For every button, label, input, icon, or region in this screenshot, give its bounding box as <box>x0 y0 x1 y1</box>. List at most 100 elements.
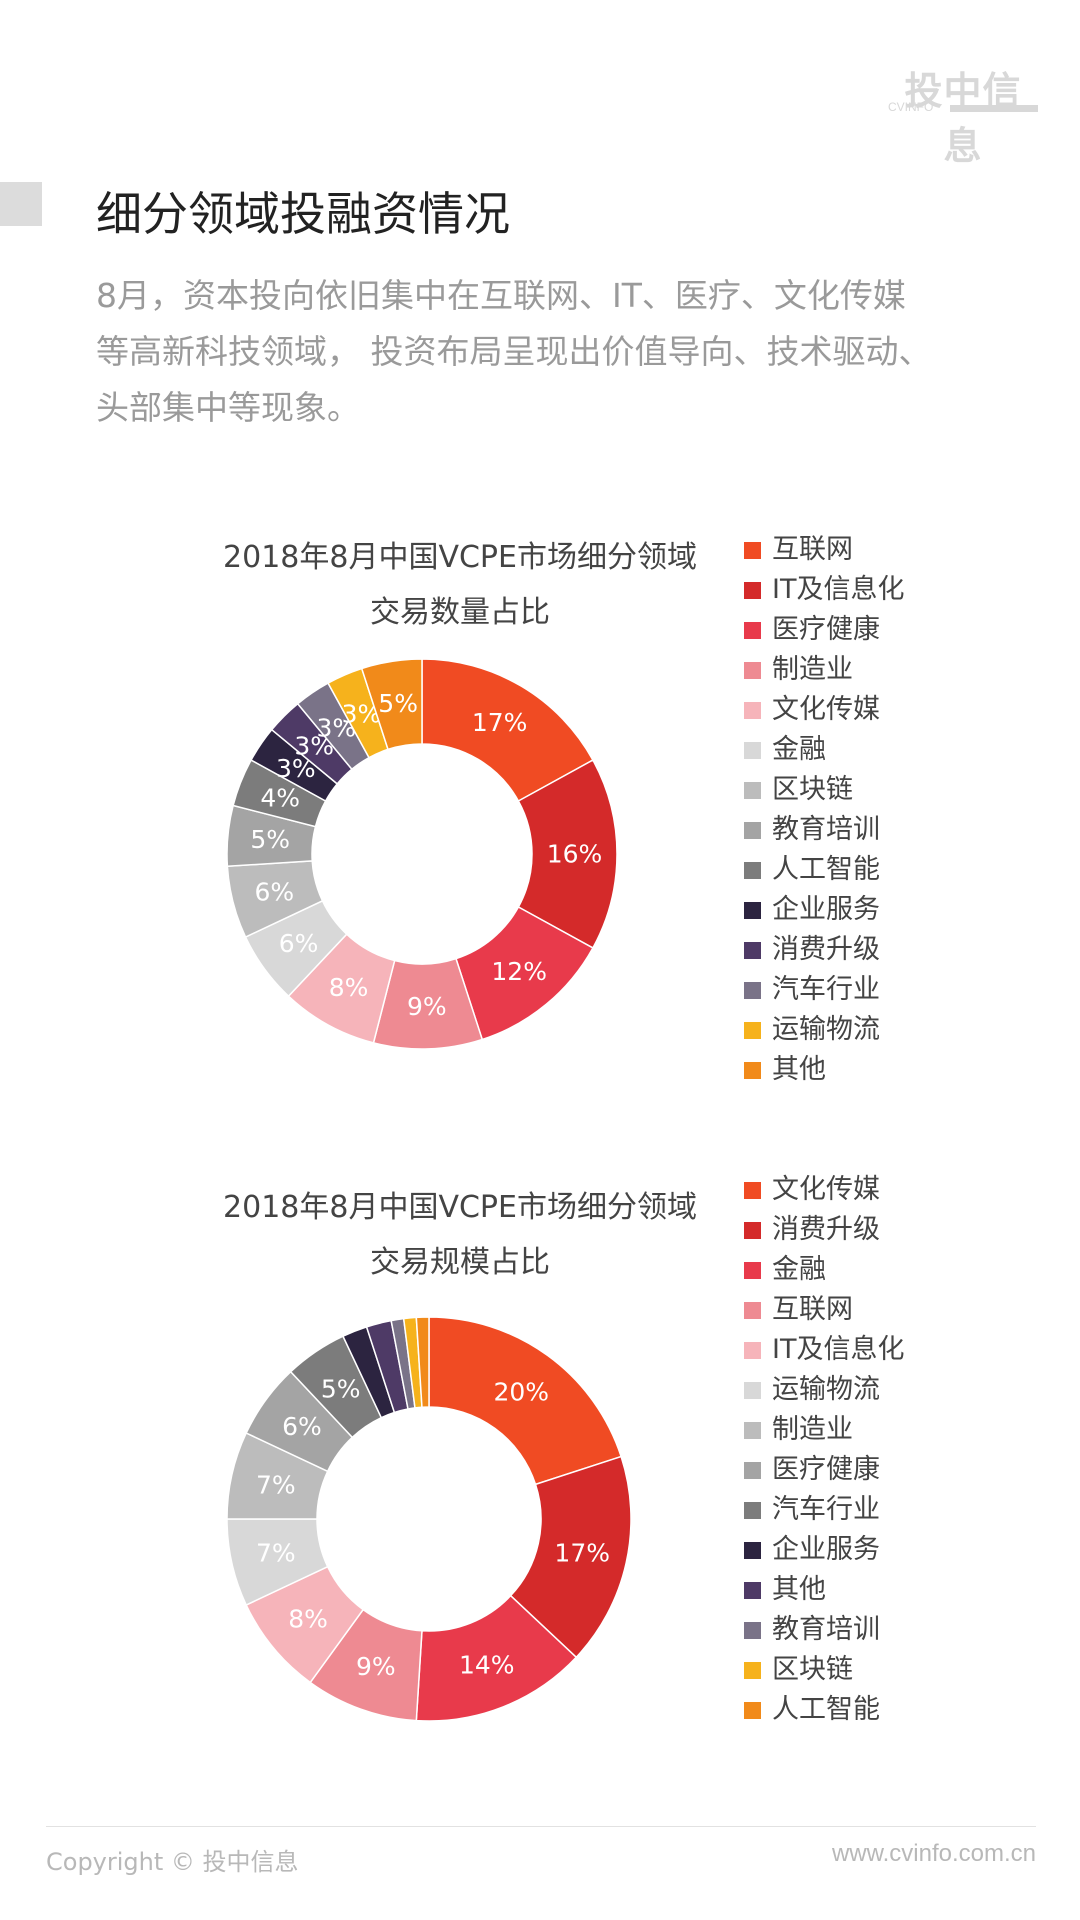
legend-label: 消费升级 <box>772 1214 880 1245</box>
slice-label: 6% <box>279 929 319 958</box>
slice-label: 4% <box>260 783 300 812</box>
legend-item: 医疗健康 <box>744 610 904 650</box>
slice-label: 5% <box>321 1375 361 1404</box>
slice-label: 7% <box>256 1539 296 1568</box>
legend-swatch <box>744 1582 761 1599</box>
intro-line: 8月，资本投向依旧集中在互联网、IT、医疗、文化传媒 <box>96 276 906 315</box>
legend-item: IT及信息化 <box>744 1330 904 1370</box>
slice-label: 9% <box>356 1652 396 1681</box>
legend-swatch <box>744 702 761 719</box>
chart-title: 2018年8月中国VCPE市场细分领域 交易数量占比 <box>180 530 740 640</box>
slice-label: 12% <box>491 957 547 986</box>
legend-label: 文化传媒 <box>772 1174 880 1205</box>
legend-swatch <box>744 1062 761 1079</box>
chart-title-line: 交易规模占比 <box>370 1245 550 1280</box>
slice-label: 17% <box>472 708 528 737</box>
heading-marker <box>0 182 42 226</box>
slice-label: 5% <box>378 689 418 718</box>
legend-swatch <box>744 1262 761 1279</box>
intro-paragraph: 8月，资本投向依旧集中在互联网、IT、医疗、文化传媒 等高新科技领域， 投资布局… <box>96 268 1016 436</box>
legend-item: 企业服务 <box>744 890 904 930</box>
site-link[interactable]: www.cvinfo.com.cn <box>831 1840 1036 1867</box>
legend-label: 汽车行业 <box>772 974 880 1005</box>
legend-item: 运输物流 <box>744 1370 904 1410</box>
legend-swatch <box>744 622 761 639</box>
legend-label: 企业服务 <box>772 1534 880 1565</box>
legend-item: 文化传媒 <box>744 1170 904 1210</box>
legend-label: 教育培训 <box>772 1614 880 1645</box>
legend-label: 医疗健康 <box>772 1454 880 1485</box>
intro-line: 等高新科技领域， 投资布局呈现出价值导向、技术驱动、 <box>96 332 932 371</box>
legend-label: 金融 <box>772 734 826 765</box>
chart-title-line: 2018年8月中国VCPE市场细分领域 <box>223 1190 697 1225</box>
legend-swatch <box>744 1022 761 1039</box>
page-title: 细分领域投融资情况 <box>96 187 510 241</box>
legend-item: 互联网 <box>744 530 904 570</box>
chart-title: 2018年8月中国VCPE市场细分领域 交易规模占比 <box>180 1180 740 1290</box>
legend-item: 互联网 <box>744 1290 904 1330</box>
legend-label: 教育培训 <box>772 814 880 845</box>
slice-label: 6% <box>254 877 294 906</box>
legend-label: 人工智能 <box>772 854 880 885</box>
legend-swatch <box>744 1462 761 1479</box>
legend-item: 制造业 <box>744 650 904 690</box>
slice-label: 5% <box>250 825 290 854</box>
brand-logo: 投中信息 CVINFO <box>888 60 1038 168</box>
legend-swatch <box>744 542 761 559</box>
slice-label: 20% <box>493 1377 549 1406</box>
legend-label: 医疗健康 <box>772 614 880 645</box>
donut-chart: 20% 17% 14% 9% 8% 7% 7% 6% 5% <box>226 1316 632 1722</box>
legend-item: 汽车行业 <box>744 1490 904 1530</box>
legend-item: 教育培训 <box>744 1610 904 1650</box>
legend-item: 运输物流 <box>744 1010 904 1050</box>
legend-swatch <box>744 1382 761 1399</box>
legend-swatch <box>744 662 761 679</box>
legend-swatch <box>744 1622 761 1639</box>
legend-label: 金融 <box>772 1254 826 1285</box>
donut-slice <box>509 1455 632 1659</box>
slice-label: 6% <box>282 1412 322 1441</box>
legend-swatch <box>744 782 761 799</box>
donut-slice <box>360 658 423 751</box>
logo-bar <box>950 105 1038 112</box>
logo-text: 投中信息 <box>904 69 1022 168</box>
legend-label: 制造业 <box>772 654 853 685</box>
legend-swatch <box>744 1542 761 1559</box>
legend-swatch <box>744 1182 761 1199</box>
donut-slice <box>415 1316 430 1409</box>
legend-label: 运输物流 <box>772 1374 880 1405</box>
legend-item: 金融 <box>744 730 904 770</box>
slice-label: 17% <box>554 1539 610 1568</box>
legend-swatch <box>744 1502 761 1519</box>
legend-item: 汽车行业 <box>744 970 904 1010</box>
legend-item: 其他 <box>744 1570 904 1610</box>
legend-item: 教育培训 <box>744 810 904 850</box>
legend-swatch <box>744 1702 761 1719</box>
legend-item: 消费升级 <box>744 1210 904 1250</box>
chart-deal-count: 2018年8月中国VCPE市场细分领域 交易数量占比 17% 16% 12% 9% 8%… <box>0 530 1080 1090</box>
legend-label: IT及信息化 <box>772 574 905 605</box>
legend-item: 文化传媒 <box>744 690 904 730</box>
slice-label: 8% <box>288 1605 328 1634</box>
legend-label: 互联网 <box>772 1294 853 1325</box>
legend-label: 区块链 <box>772 774 853 805</box>
slice-label: 16% <box>547 840 603 869</box>
legend-label: 互联网 <box>772 534 853 565</box>
legend-swatch <box>744 902 761 919</box>
slice-label: 7% <box>256 1470 296 1499</box>
legend-label: 制造业 <box>772 1414 853 1445</box>
legend-label: 人工智能 <box>772 1694 880 1725</box>
logo-subtext: CVINFO <box>888 100 934 114</box>
legend-item: 制造业 <box>744 1410 904 1450</box>
legend-swatch <box>744 942 761 959</box>
chart-title-line: 2018年8月中国VCPE市场细分领域 <box>223 540 697 575</box>
legend-label: 其他 <box>772 1054 826 1085</box>
legend-label: 其他 <box>772 1574 826 1605</box>
slice-label: 9% <box>407 992 447 1021</box>
chart-legend: 互联网 IT及信息化 医疗健康 制造业 文化传媒 金融 区块链 教育培训 人工智能 企业服务 消费升… <box>744 530 904 1090</box>
legend-swatch <box>744 1302 761 1319</box>
legend-label: IT及信息化 <box>772 1334 905 1365</box>
copyright-text: Copyright © 投中信息 <box>46 1848 299 1876</box>
legend-swatch <box>744 1342 761 1359</box>
legend-item: 区块链 <box>744 1650 904 1690</box>
